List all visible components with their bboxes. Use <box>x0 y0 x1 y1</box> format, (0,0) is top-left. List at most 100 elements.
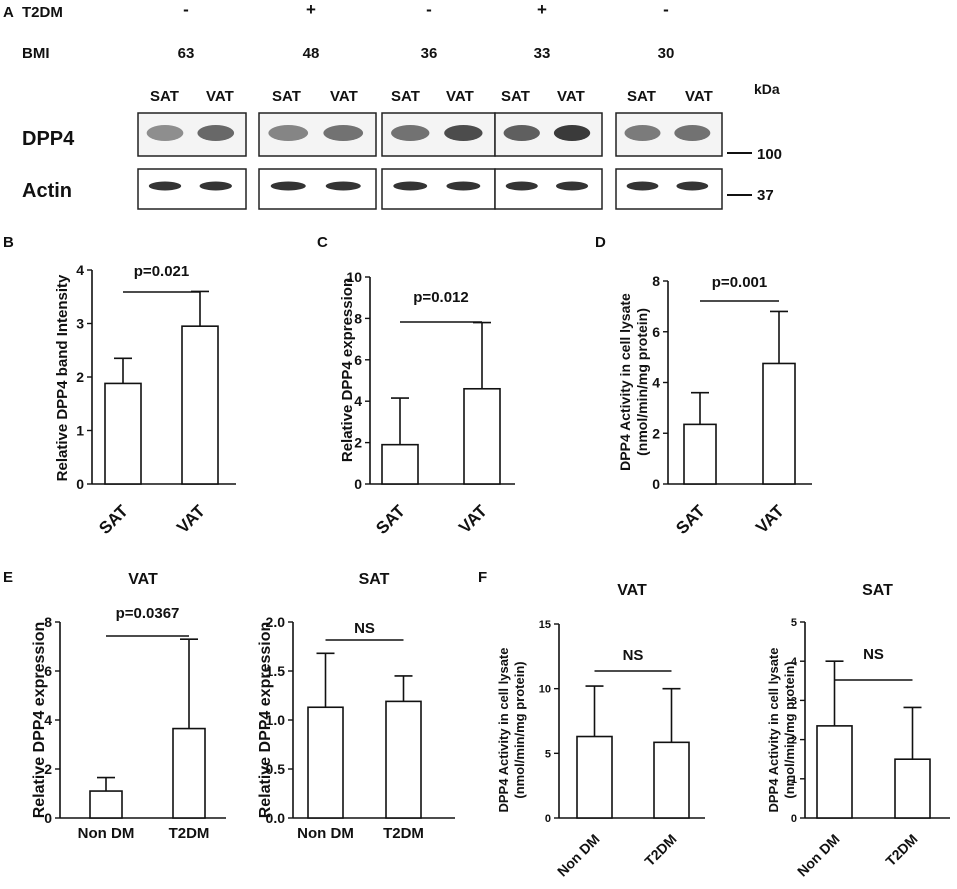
lane-label-vat: VAT <box>206 88 234 105</box>
y-tick-label: 6 <box>44 663 52 679</box>
bar <box>653 741 690 819</box>
chart-f2: 0 1 2 3 4 5 DPP4 Activity in cell lysate (nmol/… <box>766 582 950 880</box>
y-tick-label: 10 <box>346 269 362 285</box>
panel-letter-e: E <box>3 569 13 586</box>
y-tick-label: 2 <box>44 761 52 777</box>
actin-band <box>270 181 306 191</box>
y-tick-label: 15 <box>539 619 551 631</box>
significance-label: p=0.001 <box>712 274 767 291</box>
actin-band <box>555 181 589 191</box>
y-tick-label: 5 <box>545 748 551 760</box>
y-tick-label: 6 <box>354 352 362 368</box>
panel-letter-a: A <box>3 4 14 21</box>
bmi-value: 63 <box>178 45 195 62</box>
y-tick-label: 0 <box>652 476 660 492</box>
bar <box>307 706 344 819</box>
y-axis-label: DPP4 Activity in cell lysate <box>496 648 511 813</box>
marker-37-label: 37 <box>757 187 774 204</box>
y-tick-label: 0.5 <box>266 761 286 777</box>
category-label: Non DM <box>297 825 354 842</box>
dpp4-band <box>391 125 430 141</box>
y-tick-label: 1.5 <box>266 663 286 679</box>
chart-title: SAT <box>862 582 893 599</box>
dpp4-band <box>624 125 661 141</box>
dpp4-band <box>146 125 184 141</box>
y-tick-label: 3 <box>791 695 797 707</box>
y-tick-label: 6 <box>652 324 660 340</box>
significance-label: p=0.021 <box>134 263 189 280</box>
y-tick-label: 2 <box>354 435 362 451</box>
category-label: T2DM <box>169 825 210 842</box>
bar <box>894 758 931 819</box>
blot-group: - 36 SAT VAT <box>381 0 496 210</box>
t2dm-sign: - <box>663 0 669 19</box>
dpp4-band <box>444 125 483 141</box>
bar <box>89 790 123 819</box>
category-label: Non DM <box>554 831 603 880</box>
y-axis-label-units: (nmol/min/mg protein) <box>512 661 527 798</box>
chart-title: VAT <box>128 571 158 588</box>
y-axis-label: Relative DPP4 expression <box>257 622 274 819</box>
category-label: T2DM <box>383 825 424 842</box>
panel-letter-c: C <box>317 234 328 251</box>
y-tick-label: 4 <box>76 262 84 278</box>
blot-group: - 63 SAT VAT <box>137 0 247 210</box>
lane-label-sat: SAT <box>501 88 530 105</box>
lane-label-sat: SAT <box>391 88 420 105</box>
y-axis-label-units: (nmol/min/mg protein) <box>634 308 650 456</box>
bmi-value: 48 <box>303 45 320 62</box>
y-tick-label: 4 <box>791 656 798 668</box>
bar <box>381 443 419 485</box>
t2dm-sign: - <box>183 0 189 19</box>
t2dm-sign: + <box>537 0 547 19</box>
chart-f: 0 5 10 15 DPP4 Activity in cell lysate (nmol/… <box>496 582 705 880</box>
y-axis-label: DPP4 Activity in cell lysate <box>766 648 781 813</box>
actin-band <box>325 181 361 191</box>
bmi-value: 36 <box>421 45 438 62</box>
bar <box>576 735 613 819</box>
y-axis-label: DPP4 Activity in cell lysate <box>617 293 633 471</box>
y-tick-label: 0 <box>545 813 551 825</box>
actin-band <box>199 181 232 191</box>
dpp4-band-label: DPP4 <box>22 128 75 150</box>
significance-label: p=0.012 <box>413 289 468 306</box>
t2dm-sign: - <box>426 0 432 19</box>
blot-groups: - 63 SAT VAT +48 SAT VAT - 36 SAT VAT +33 SAT VAT - 30 S… <box>137 0 723 210</box>
category-label: T2DM <box>882 831 920 869</box>
significance-label: p=0.0367 <box>116 605 180 622</box>
bar <box>762 362 796 485</box>
y-tick-label: 5 <box>791 617 797 629</box>
lane-label-sat: SAT <box>150 88 179 105</box>
actin-band <box>676 181 709 191</box>
significance-label: NS <box>863 646 884 663</box>
actin-band <box>148 181 182 191</box>
category-label: SAT <box>95 501 132 538</box>
bar <box>181 325 219 485</box>
dpp4-band <box>553 125 591 141</box>
western-blot-panel: T2DM BMI kDa DPP4 Actin 100 37 - 63 SAT VAT… <box>22 0 782 210</box>
y-tick-label: 1 <box>76 423 84 439</box>
chart-title: VAT <box>617 582 647 599</box>
panel-letter-b: B <box>3 234 14 251</box>
y-tick-label: 0.0 <box>266 810 286 826</box>
bar <box>385 700 422 819</box>
y-tick-label: 4 <box>354 393 362 409</box>
lane-label-sat: SAT <box>272 88 301 105</box>
y-tick-label: 0 <box>354 476 362 492</box>
y-axis-label-units: (nmol/min/mg protein) <box>782 661 797 798</box>
y-tick-label: 4 <box>44 712 52 728</box>
category-label: SAT <box>372 501 409 538</box>
y-tick-label: 8 <box>652 273 660 289</box>
y-tick-label: 2.0 <box>266 614 286 630</box>
actin-band <box>505 181 538 191</box>
y-tick-label: 0 <box>791 813 797 825</box>
category-label: VAT <box>752 501 788 537</box>
bar-charts: 0 1 2 3 4 Relative DPP4 band Intensity SAT VAT p… <box>31 262 950 880</box>
y-axis-label: Relative DPP4 expression <box>339 278 356 462</box>
category-label: Non DM <box>794 831 843 880</box>
y-tick-label: 2 <box>76 369 84 385</box>
bar <box>683 423 717 485</box>
